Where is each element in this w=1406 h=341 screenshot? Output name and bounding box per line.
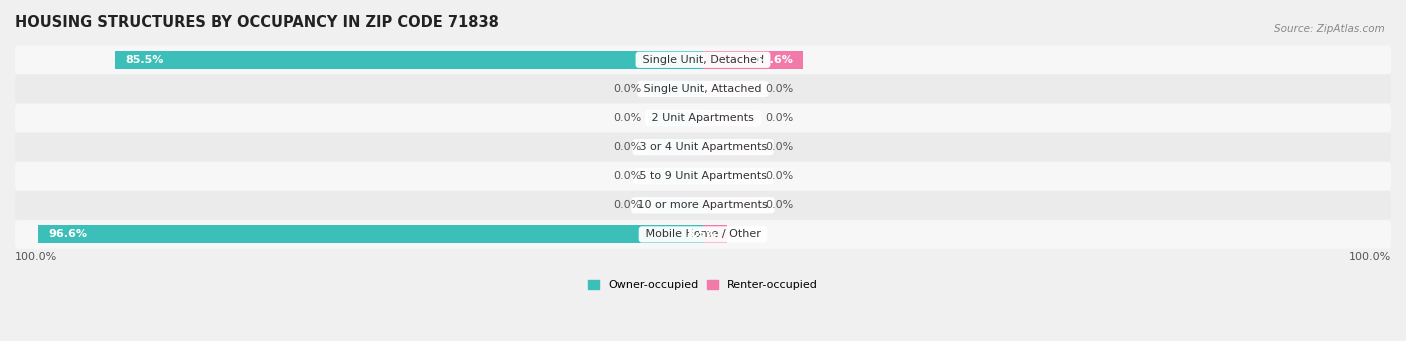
Text: Source: ZipAtlas.com: Source: ZipAtlas.com <box>1274 24 1385 34</box>
Text: 85.5%: 85.5% <box>125 55 163 65</box>
FancyBboxPatch shape <box>15 46 1391 74</box>
FancyBboxPatch shape <box>15 75 1391 103</box>
Bar <box>38 225 703 243</box>
FancyBboxPatch shape <box>15 162 1391 191</box>
Bar <box>648 140 703 154</box>
FancyBboxPatch shape <box>15 220 1391 249</box>
Text: 3 or 4 Unit Apartments: 3 or 4 Unit Apartments <box>636 142 770 152</box>
Legend: Owner-occupied, Renter-occupied: Owner-occupied, Renter-occupied <box>583 275 823 295</box>
Bar <box>648 198 703 212</box>
FancyBboxPatch shape <box>15 104 1391 132</box>
Text: 0.0%: 0.0% <box>613 142 641 152</box>
Bar <box>703 198 758 212</box>
Text: 0.0%: 0.0% <box>613 200 641 210</box>
Text: Single Unit, Attached: Single Unit, Attached <box>641 84 765 94</box>
Text: 100.0%: 100.0% <box>15 252 58 262</box>
FancyBboxPatch shape <box>15 191 1391 220</box>
Text: HOUSING STRUCTURES BY OCCUPANCY IN ZIP CODE 71838: HOUSING STRUCTURES BY OCCUPANCY IN ZIP C… <box>15 15 499 30</box>
Bar <box>703 140 758 154</box>
Bar <box>703 111 758 125</box>
Text: 0.0%: 0.0% <box>765 84 793 94</box>
Text: Single Unit, Detached: Single Unit, Detached <box>638 55 768 65</box>
Text: 10 or more Apartments: 10 or more Apartments <box>634 200 772 210</box>
Text: Mobile Home / Other: Mobile Home / Other <box>641 229 765 239</box>
Bar <box>648 169 703 183</box>
Bar <box>648 82 703 96</box>
Bar <box>115 51 703 69</box>
Text: 0.0%: 0.0% <box>765 113 793 123</box>
Text: 0.0%: 0.0% <box>613 171 641 181</box>
Text: 0.0%: 0.0% <box>765 200 793 210</box>
Bar <box>648 111 703 125</box>
Text: 100.0%: 100.0% <box>1348 252 1391 262</box>
Bar <box>703 82 758 96</box>
Bar <box>703 169 758 183</box>
Text: 0.0%: 0.0% <box>613 84 641 94</box>
Text: 0.0%: 0.0% <box>765 171 793 181</box>
Text: 5 to 9 Unit Apartments: 5 to 9 Unit Apartments <box>636 171 770 181</box>
Bar <box>703 51 803 69</box>
Text: 2 Unit Apartments: 2 Unit Apartments <box>648 113 758 123</box>
Text: 0.0%: 0.0% <box>613 113 641 123</box>
Text: 96.6%: 96.6% <box>49 229 87 239</box>
FancyBboxPatch shape <box>15 133 1391 161</box>
Text: 3.5%: 3.5% <box>686 229 717 239</box>
Bar <box>703 225 727 243</box>
Text: 0.0%: 0.0% <box>765 142 793 152</box>
Text: 14.6%: 14.6% <box>754 55 793 65</box>
